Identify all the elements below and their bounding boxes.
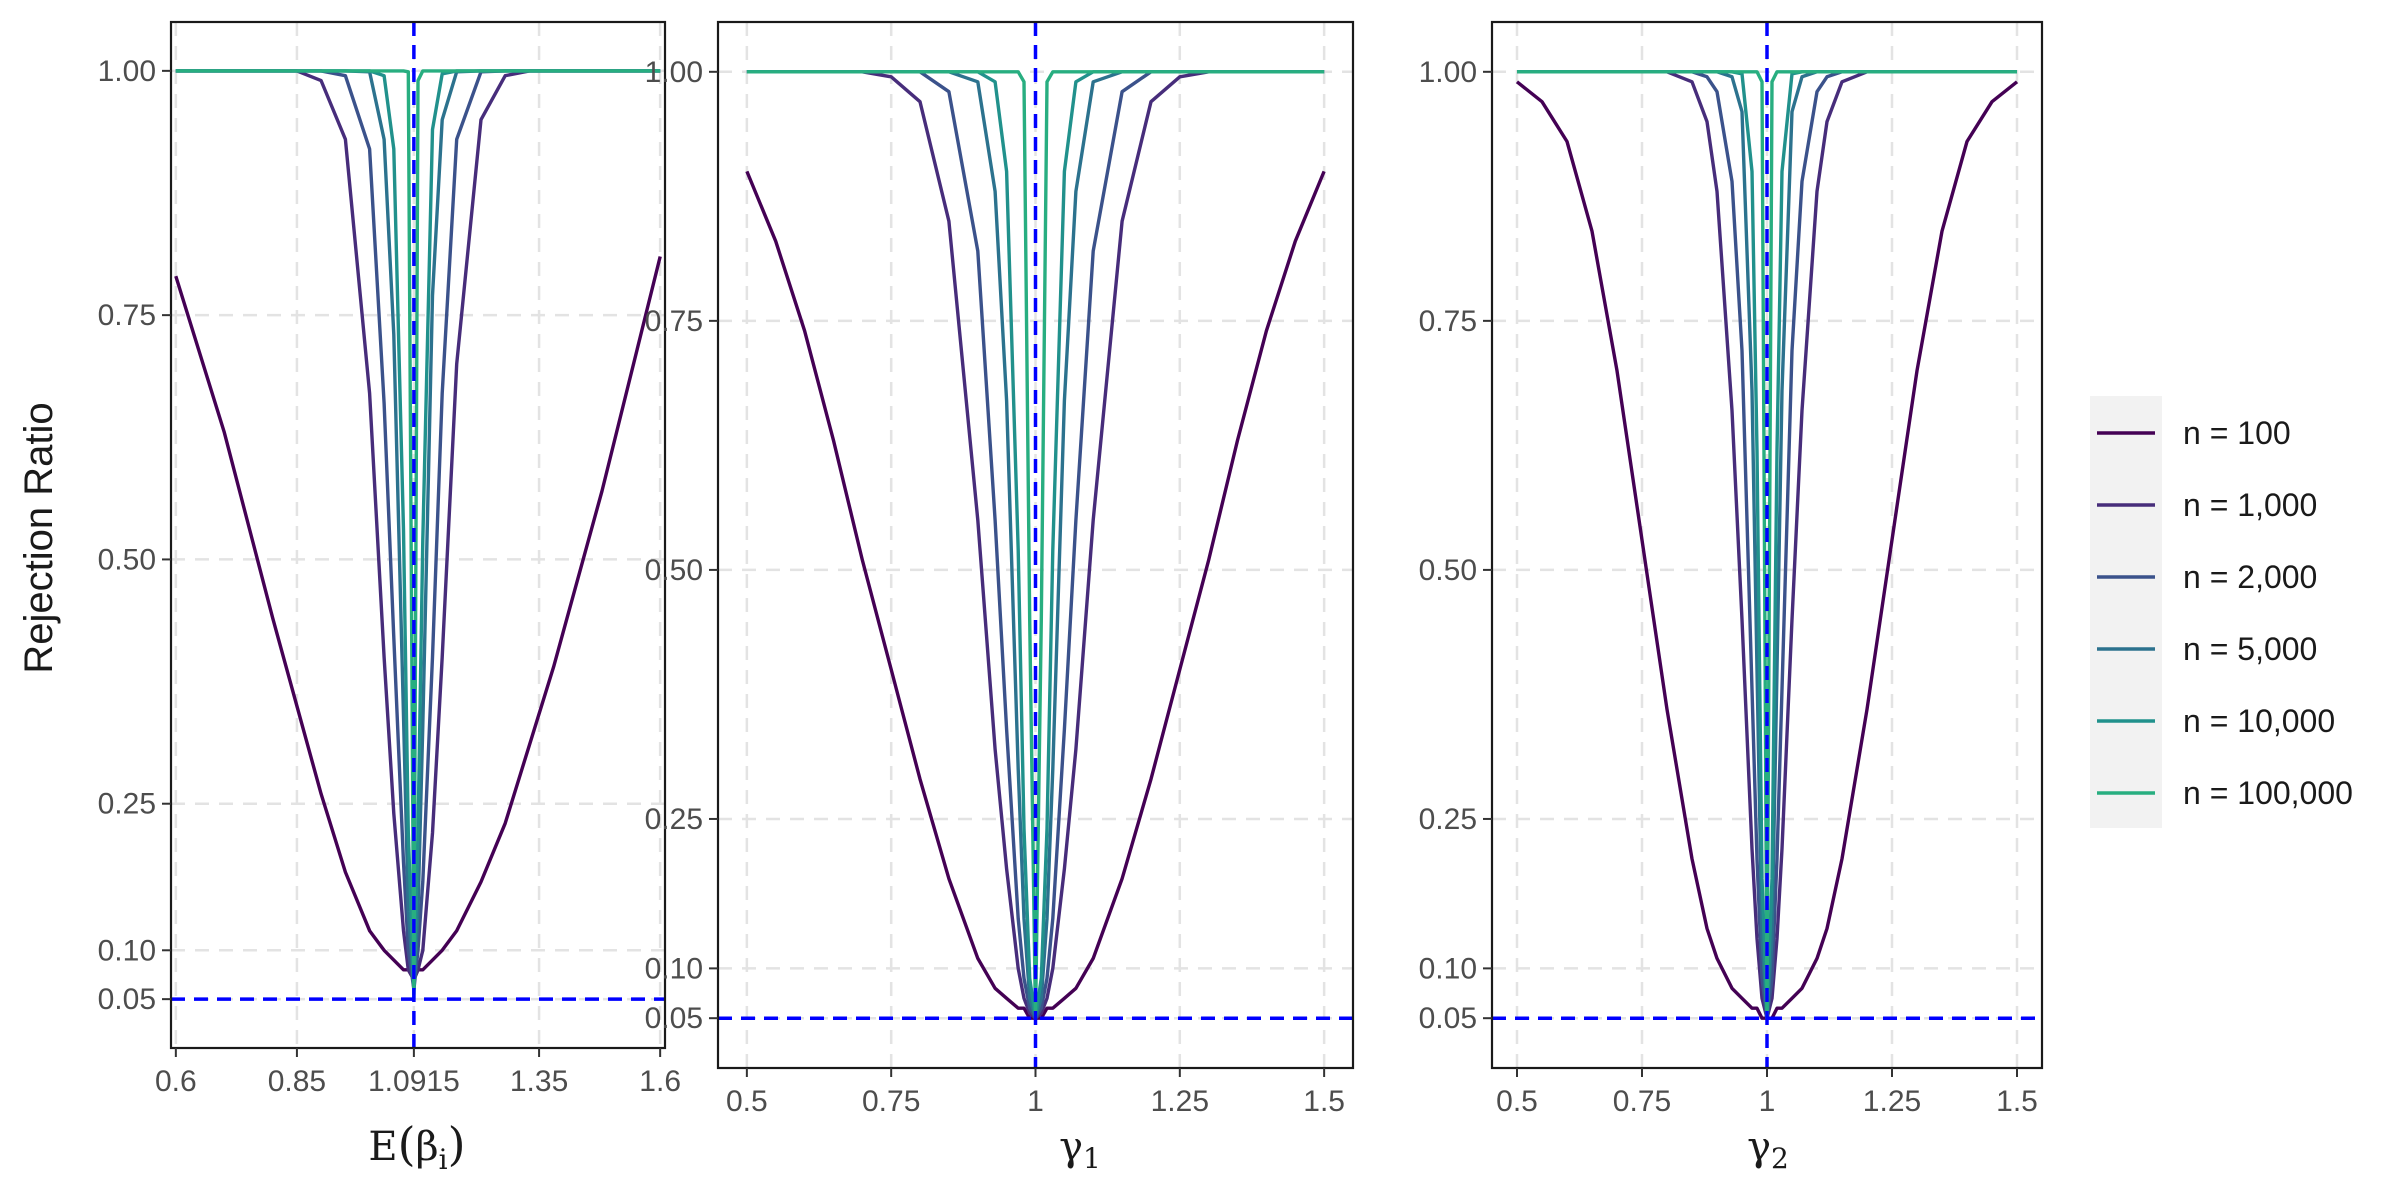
x-tick-label: 0.5 (726, 1085, 768, 1118)
x-tick-label: 1.25 (1151, 1085, 1209, 1118)
y-tick-label: 0.05 (98, 983, 156, 1016)
legend-label-2: n = 1,000 (2183, 487, 2317, 523)
x-axis-title-gamma-2: γ2 (1747, 1124, 1789, 1175)
x-tick-label: 1.5 (1996, 1085, 2038, 1118)
legend-label-6: n = 100,000 (2183, 775, 2353, 811)
y-tick-label: 0.75 (1419, 305, 1477, 338)
y-tick-label: 0.50 (98, 543, 156, 576)
x-tick-label: 0.5 (1496, 1085, 1538, 1118)
y-tick-label: 0.25 (98, 788, 156, 821)
x-axis-title-gamma-1: γ1 (1059, 1124, 1101, 1175)
panel-gamma-2: 0.05 0.10 0.25 0.50 0.75 1.00 0.5 0.75 1 1.25 1.5 (1419, 20, 2044, 1118)
y-tick-label: 0.25 (645, 803, 703, 836)
legend-label-3: n = 2,000 (2183, 559, 2317, 595)
x-tick-label: 1.0915 (368, 1065, 460, 1098)
legend-background (2090, 396, 2162, 828)
x-tick-label: 1.5 (1303, 1085, 1345, 1118)
x-tick-label: 0.75 (1613, 1085, 1671, 1118)
legend-label-4: n = 5,000 (2183, 631, 2317, 667)
legend-label-1: n = 100 (2183, 415, 2291, 451)
x-tick-label: 1.6 (639, 1065, 681, 1098)
x-tick-label: 1.35 (510, 1065, 568, 1098)
y-axis-title: Rejection Ratio (17, 402, 61, 673)
y-tick-label: 1.00 (1419, 56, 1477, 89)
y-tick-label: 0.10 (98, 934, 156, 967)
x-tick-label: 1 (1027, 1085, 1044, 1118)
x-tick-label: 1 (1759, 1085, 1776, 1118)
legend-label-5: n = 10,000 (2183, 703, 2335, 739)
panel-border-expected-beta (169, 20, 667, 1050)
y-tick-label: 0.10 (645, 952, 703, 985)
y-tick-label: 0.10 (1419, 952, 1477, 985)
x-tick-label: 0.75 (862, 1085, 920, 1118)
y-tick-label: 0.50 (645, 554, 703, 587)
y-tick-label: 0.75 (645, 305, 703, 338)
y-tick-label: 1.00 (98, 55, 156, 88)
panel-expected-beta: 0.05 0.10 0.25 0.50 0.75 1.00 0.6 0.85 1.0915 1.3… (98, 20, 681, 1098)
y-tick-label: 0.50 (1419, 554, 1477, 587)
y-tick-label: 0.75 (98, 299, 156, 332)
y-tick-label: 1.00 (645, 56, 703, 89)
x-tick-label: 0.6 (155, 1065, 197, 1098)
y-tick-label: 0.05 (645, 1002, 703, 1035)
legend: n = 100 n = 1,000 n = 2,000 n = 5,000 n = 10… (2090, 396, 2353, 828)
x-axis-title-expected-beta: E(βi) (368, 1117, 465, 1176)
panel-gamma-1: 0.05 0.10 0.25 0.50 0.75 1.00 0.5 0.75 1 1.25 1.5 (645, 20, 1355, 1118)
y-tick-label: 0.25 (1419, 803, 1477, 836)
x-tick-label: 1.25 (1863, 1085, 1921, 1118)
y-tick-label: 0.05 (1419, 1002, 1477, 1035)
x-tick-label: 0.85 (268, 1065, 326, 1098)
